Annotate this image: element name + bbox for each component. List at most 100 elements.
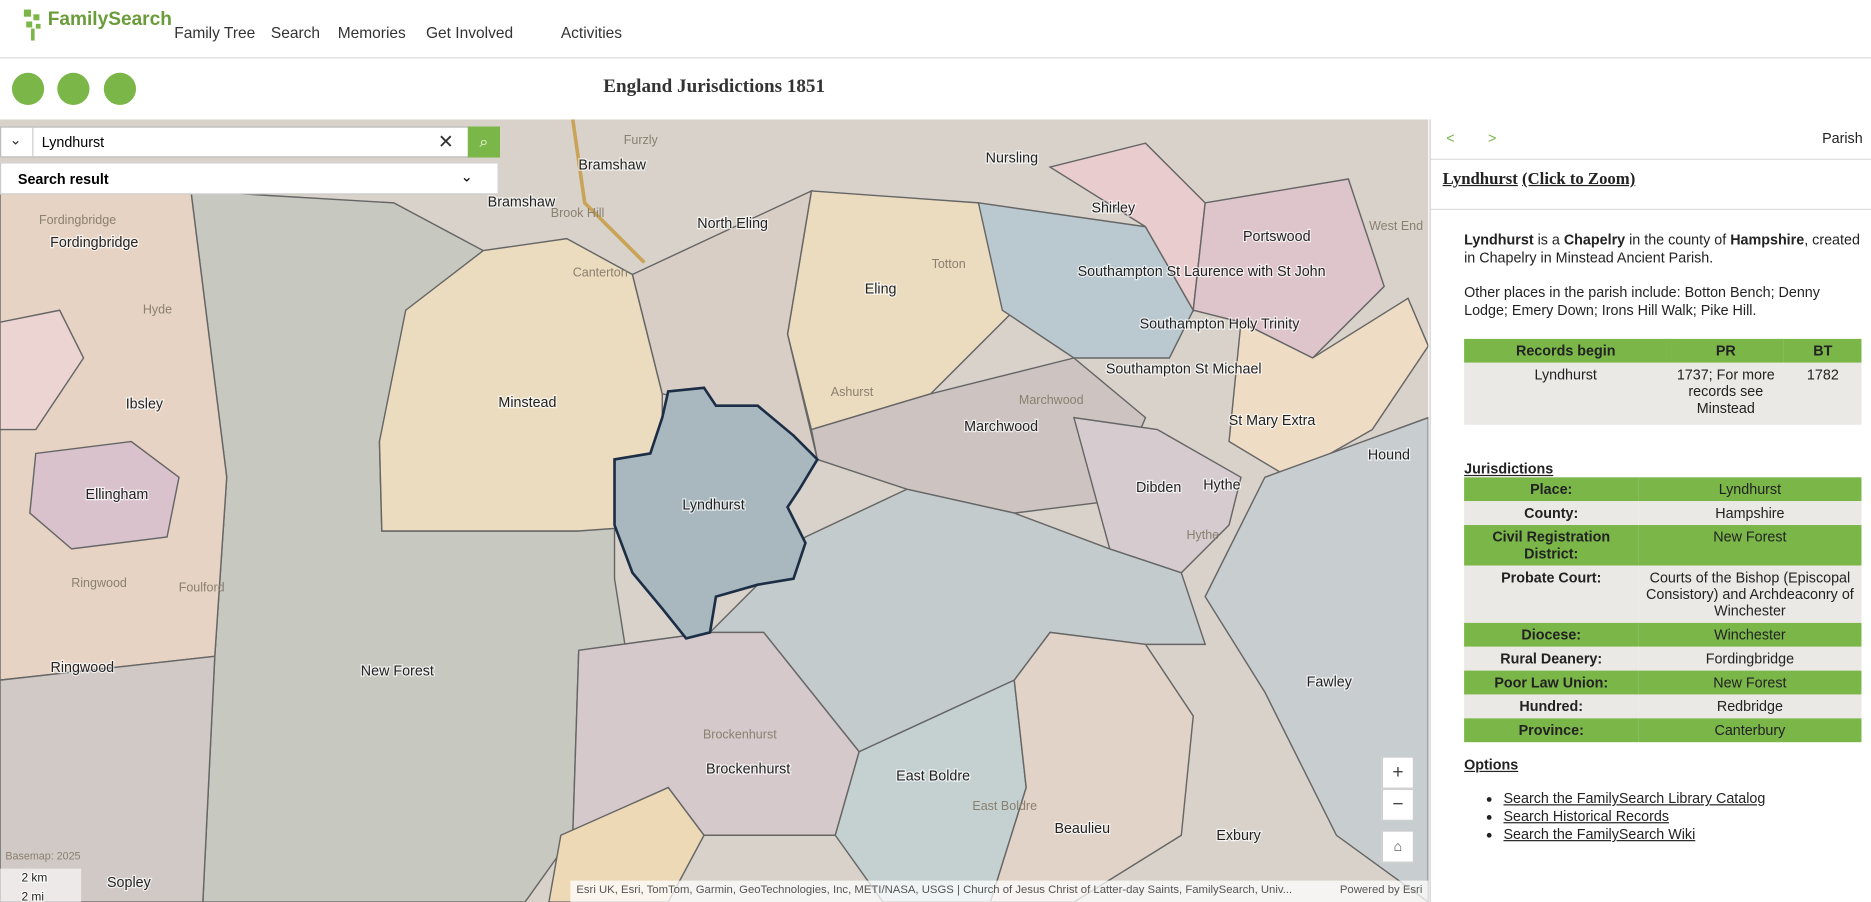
jurisdiction-row: County: Hampshire [1464, 501, 1862, 526]
divider [1430, 208, 1871, 211]
scale-km: 2 km [21, 870, 47, 884]
options-heading: Options [1464, 756, 1519, 774]
records-cell: 1737; For more records see Minstead [1676, 366, 1775, 417]
clear-button[interactable]: ✕ [437, 132, 454, 153]
layers-button[interactable] [11, 72, 45, 106]
records-cell: 1782 [1806, 366, 1839, 384]
map-label[interactable]: Ringwood [49, 659, 115, 677]
jurisdiction-label: Place: [1530, 480, 1573, 498]
home-button[interactable]: ⌂ [1381, 830, 1415, 863]
map-label[interactable]: Bramshaw [577, 156, 648, 174]
nav-item[interactable]: Activities [560, 23, 623, 42]
jurisdiction-row: Rural Deanery: Fordingbridge [1464, 646, 1862, 671]
prev-button[interactable]: < [1446, 130, 1455, 147]
map-label[interactable]: Ibsley [125, 395, 166, 413]
jurisdiction-label: Province: [1518, 721, 1584, 739]
place-name[interactable]: Lyndhurst [1442, 170, 1518, 189]
jurisdiction-label: County: [1524, 504, 1579, 522]
map-label[interactable]: Shirley [1090, 199, 1137, 217]
map-label[interactable]: Nursling [984, 149, 1039, 167]
jurisdiction-label: Diocese: [1521, 626, 1582, 644]
map-label[interactable]: Hound [1367, 446, 1412, 464]
map-label[interactable]: Southampton St Laurence with St John [1076, 263, 1326, 281]
zoom-in[interactable]: + [1381, 756, 1415, 789]
nav-item[interactable]: Search [270, 23, 321, 42]
measure-button[interactable] [57, 72, 90, 106]
zoom-out[interactable]: − [1381, 788, 1415, 821]
records-header: PR [1715, 342, 1736, 360]
records-table: Records begin PR BT Lyndhurst 1737; For mor… [1464, 338, 1862, 425]
basemap-label: Ringwood [71, 576, 127, 590]
other-places: Other places in the parish include: Bott… [1464, 283, 1820, 319]
map-label[interactable]: Beaulieu [1053, 820, 1111, 838]
map-label[interactable]: Bramshaw [486, 193, 557, 211]
map-label[interactable]: Marchwood [963, 418, 1039, 436]
records-header: BT [1813, 342, 1833, 360]
basemap-button[interactable] [103, 72, 137, 106]
map-label[interactable]: Eling [864, 281, 898, 299]
intro-part: in the county of [1625, 231, 1731, 249]
nav-item[interactable]: Family Tree [174, 23, 256, 42]
jurisdiction-label: Rural Deanery: [1500, 650, 1603, 668]
scale-mi: 2 mi [21, 889, 44, 902]
map-label[interactable]: Brockenhurst [705, 760, 792, 778]
basemap-label: Canterton [573, 266, 628, 280]
options-list: Search the FamilySearch Library CatalogS… [1464, 790, 1861, 844]
basemap-label: Ashurst [831, 385, 874, 399]
intro-part: Lyndhurst [1464, 231, 1534, 249]
search-box[interactable]: ⌄ Lyndhurst ✕ ⌕ [0, 126, 500, 158]
jurisdiction-row: Place: Lyndhurst [1464, 477, 1862, 502]
search-input[interactable]: Lyndhurst [41, 133, 105, 151]
option-link[interactable]: Search the FamilySearch Wiki [1503, 825, 1696, 843]
expand-icon[interactable]: ⌄ [460, 168, 473, 185]
next-button[interactable]: > [1487, 130, 1497, 147]
attribution-bar [570, 880, 1429, 902]
map-label[interactable]: Hythe [1202, 476, 1242, 494]
map-label[interactable]: Southampton Holy Trinity [1138, 315, 1301, 333]
map-label[interactable]: Dibden [1135, 479, 1183, 497]
map-label[interactable]: Exbury [1215, 827, 1263, 845]
map-label[interactable]: Fordingbridge [49, 234, 140, 252]
map-label[interactable]: East Boldre [895, 767, 971, 785]
logo[interactable]: FamilySearch [47, 9, 172, 30]
zoom-link[interactable]: (Click to Zoom) [1522, 170, 1636, 189]
region [1204, 416, 1429, 902]
map-label[interactable]: North Eling [696, 215, 769, 233]
map-label[interactable]: Ellingham [84, 486, 149, 504]
jurisdiction-row: Diocese: Winchester [1464, 622, 1862, 647]
map[interactable]: Bramshaw Bramshaw Nursling North Eling S… [0, 119, 1429, 902]
selected-parish[interactable] [613, 386, 820, 640]
map-label[interactable]: New Forest [360, 662, 436, 680]
basemap-label: West End [1369, 219, 1423, 233]
region [1228, 297, 1429, 479]
jurisdiction-value: Redbridge [1716, 698, 1783, 715]
nav-item[interactable]: Memories [337, 23, 406, 42]
nav-item[interactable]: Get Involved [425, 23, 514, 42]
search-result-label: Search result [17, 170, 109, 188]
jurisdiction-value: Fordingbridge [1705, 650, 1795, 668]
map-label[interactable]: Sopley [106, 874, 153, 892]
basemap-label: Hythe [1186, 528, 1219, 542]
divider [32, 127, 34, 157]
search-button[interactable]: ⌕ [467, 126, 500, 158]
region [989, 631, 1194, 902]
map-label[interactable]: Southampton St Michael [1105, 360, 1263, 378]
dropdown-icon[interactable]: ⌄ [9, 131, 22, 148]
region [0, 190, 228, 681]
option-link[interactable]: Search the FamilySearch Library Catalog [1503, 789, 1766, 807]
map-label[interactable]: Lyndhurst [681, 497, 746, 515]
map-label[interactable]: Fawley [1305, 673, 1354, 691]
scale-bar [0, 868, 82, 902]
basemap-label: Totton [932, 257, 966, 271]
jurisdiction-value: Lyndhurst [1718, 480, 1782, 498]
county-boundary [570, 119, 646, 264]
map-label[interactable]: St Mary Extra [1228, 412, 1317, 430]
map-label[interactable]: Minstead [497, 394, 557, 412]
basemap-label: Foulford [179, 581, 225, 595]
jurisdiction-label: Probate Court: [1501, 569, 1602, 586]
option-link[interactable]: Search Historical Records [1503, 807, 1670, 825]
search-result[interactable]: Search result ⌄ [0, 162, 499, 195]
map-label[interactable]: Portswood [1242, 228, 1312, 246]
